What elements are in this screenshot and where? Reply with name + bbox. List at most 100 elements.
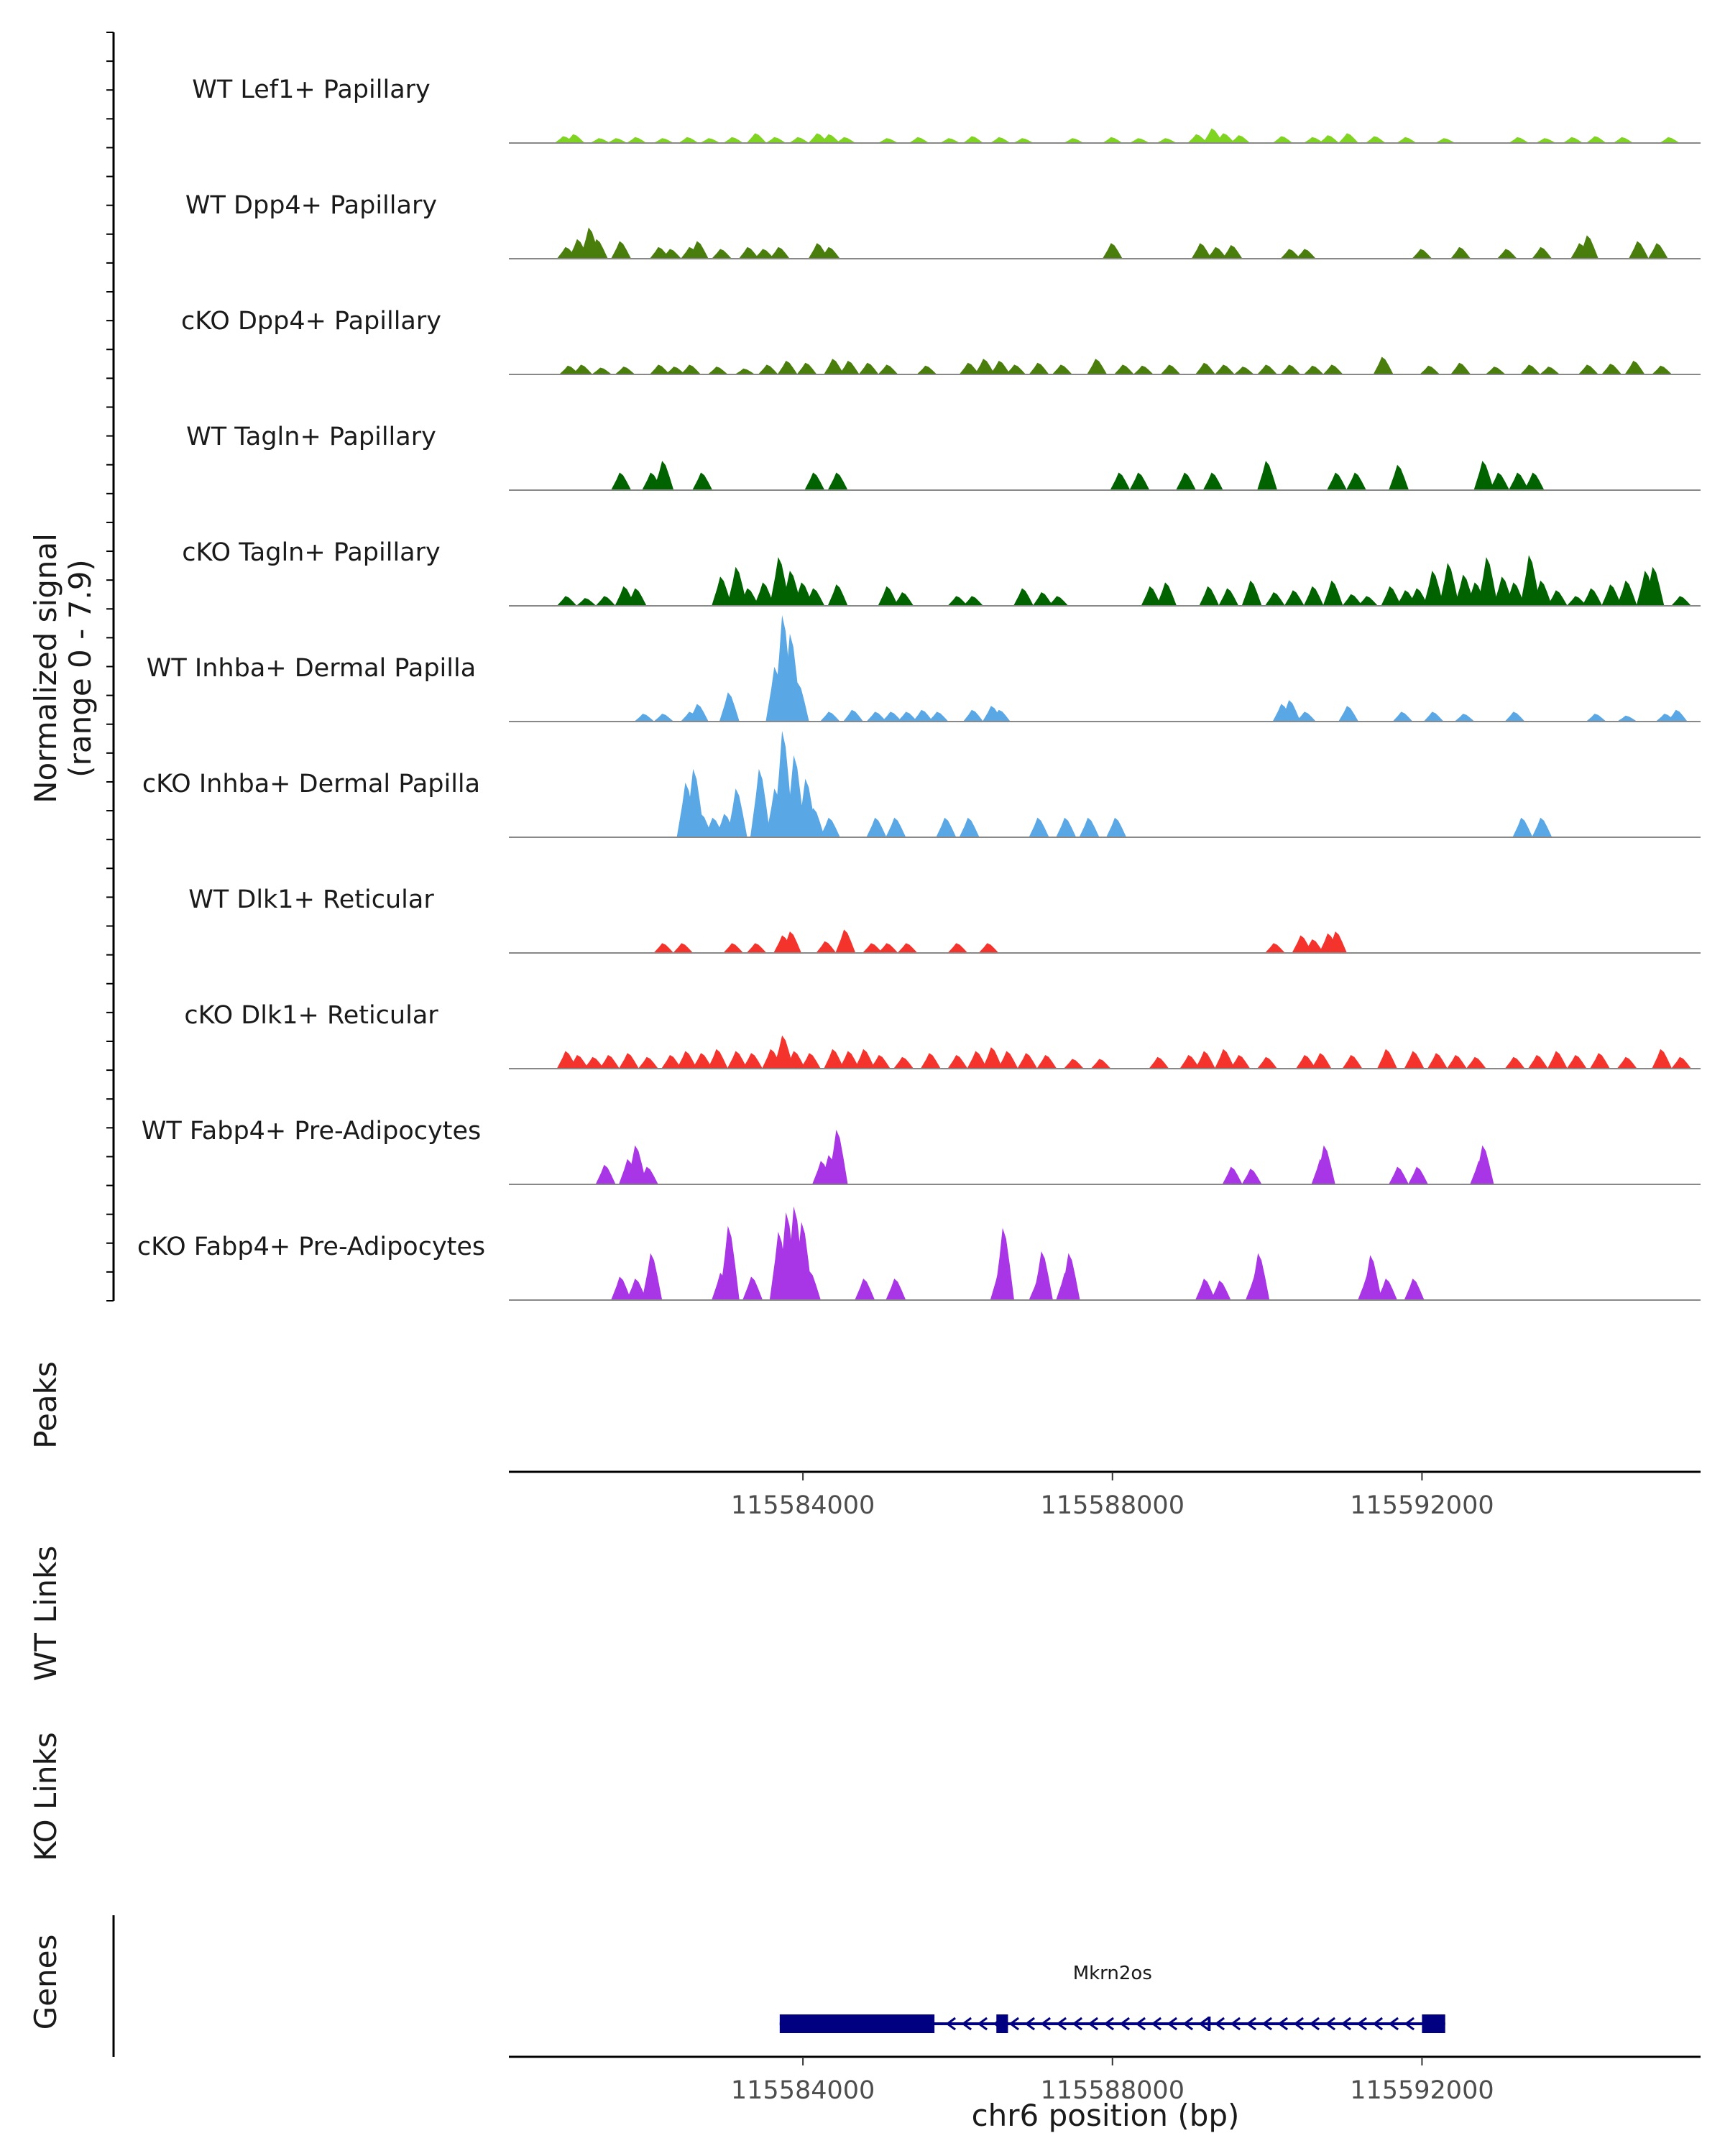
coverage-peak bbox=[975, 359, 995, 374]
coverage-peak bbox=[824, 359, 845, 374]
coverage-peak bbox=[1404, 1279, 1425, 1300]
coverage-peak bbox=[800, 1053, 821, 1069]
coverage-peak bbox=[1191, 243, 1212, 259]
coverage-peak bbox=[878, 364, 898, 374]
coverage-peak bbox=[1504, 582, 1525, 606]
coverage-peak bbox=[673, 943, 694, 953]
coverage-peak bbox=[804, 588, 825, 606]
coverage-peak bbox=[963, 136, 983, 143]
coverage-peak bbox=[559, 365, 579, 374]
track-label: WT Tagln+ Papillary bbox=[186, 423, 436, 451]
coverage-peak bbox=[781, 931, 801, 953]
gene-exon bbox=[996, 2014, 1008, 2033]
signal-y-axis bbox=[106, 32, 115, 1302]
coverage-peak bbox=[611, 1276, 632, 1300]
track-wt-tagln-papillary: WT Tagln+ Papillary bbox=[186, 423, 1701, 491]
y-axis-range-label: (range 0 - 7.9) bbox=[63, 559, 98, 778]
coverage-peak bbox=[886, 817, 906, 837]
coverage-peak bbox=[1141, 586, 1162, 606]
strand-arrow bbox=[977, 2017, 988, 2031]
coverage-peak bbox=[959, 362, 980, 374]
coverage-peak bbox=[1342, 1055, 1363, 1069]
coverage-peak bbox=[1129, 138, 1150, 143]
coverage-peak bbox=[908, 137, 929, 143]
coverage-peak bbox=[712, 249, 732, 259]
coverage-peak bbox=[1187, 134, 1208, 143]
coverage-peak bbox=[638, 1166, 658, 1184]
coverage-peak bbox=[1532, 817, 1552, 837]
x-tick-label: 115584000 bbox=[731, 2076, 875, 2105]
track-label: cKO Inhba+ Dermal Papilla bbox=[142, 770, 480, 798]
coverage-peak bbox=[1389, 464, 1409, 490]
track-wt-dpp4-papillary: WT Dpp4+ Papillary bbox=[185, 191, 1701, 259]
coverage-peak bbox=[599, 1055, 620, 1069]
coverage-peak bbox=[1446, 1055, 1467, 1069]
track-wt-lef1-papillary: WT Lef1+ Papillary bbox=[192, 75, 1701, 144]
strand-arrow bbox=[1214, 2017, 1225, 2031]
x-tick-label: 115588000 bbox=[1041, 2076, 1184, 2105]
coverage-peak bbox=[1032, 592, 1053, 606]
coverage-peak bbox=[735, 368, 755, 374]
coverage-peak bbox=[1230, 135, 1251, 143]
coverage-peak bbox=[1582, 588, 1603, 606]
coverage-peak bbox=[1195, 1279, 1215, 1300]
coverage-peak bbox=[1113, 364, 1134, 374]
coverage-peak bbox=[1563, 137, 1583, 143]
coverage-peak bbox=[688, 241, 709, 259]
strand-arrow bbox=[1135, 2017, 1146, 2031]
coverage-peak bbox=[750, 768, 770, 837]
coverage-peak bbox=[913, 709, 933, 722]
coverage-peak bbox=[738, 247, 759, 259]
coverage-peak bbox=[1059, 1253, 1080, 1300]
coverage-peak bbox=[939, 138, 960, 143]
coverage-peak bbox=[1199, 586, 1220, 606]
panel-label-ko-links: KO Links bbox=[28, 1732, 63, 1861]
strand-arrow bbox=[1072, 2017, 1082, 2031]
coverage-peak bbox=[638, 1056, 658, 1069]
coverage-peak bbox=[1652, 365, 1673, 374]
coverage-peak bbox=[893, 592, 914, 606]
coverage-peak bbox=[1133, 365, 1154, 374]
coverage-peak bbox=[692, 1053, 713, 1069]
coverage-peak bbox=[878, 586, 898, 606]
strand-arrow bbox=[1246, 2017, 1256, 2031]
coverage-peak bbox=[866, 817, 887, 837]
strand-arrow bbox=[1182, 2017, 1193, 2031]
coverage-peak bbox=[592, 367, 612, 374]
coverage-peak bbox=[626, 1279, 647, 1300]
coverage-peak bbox=[1373, 356, 1394, 374]
coverage-peak bbox=[719, 692, 740, 722]
coverage-peak bbox=[1435, 138, 1455, 143]
coverage-peak bbox=[1412, 249, 1432, 259]
coverage-peak bbox=[1029, 817, 1049, 837]
strand-arrow bbox=[1372, 2017, 1383, 2031]
strand-arrow bbox=[1167, 2017, 1177, 2031]
coverage-peak bbox=[947, 943, 968, 953]
coverage-peak bbox=[1322, 580, 1343, 606]
panel-label-genes: Genes bbox=[28, 1935, 63, 2030]
coverage-peak bbox=[1218, 588, 1239, 606]
x-tick-label: 115584000 bbox=[731, 1491, 875, 1520]
coverage-peak bbox=[819, 134, 840, 143]
coverage-peak bbox=[1377, 1279, 1397, 1300]
coverage-peak bbox=[1315, 1145, 1335, 1184]
coverage-peak bbox=[1319, 135, 1340, 143]
coverage-peak bbox=[1423, 571, 1444, 606]
coverage-peak bbox=[1520, 364, 1541, 374]
coverage-peak bbox=[777, 361, 798, 374]
coverage-peak bbox=[1006, 364, 1026, 374]
coverage-peak bbox=[626, 1145, 647, 1184]
coverage-peak bbox=[1214, 1049, 1235, 1069]
coverage-peak bbox=[742, 1053, 763, 1069]
coverage-peak bbox=[1504, 711, 1525, 722]
coverage-peak bbox=[819, 817, 840, 837]
coverage-peak bbox=[1586, 136, 1606, 143]
coverage-peak bbox=[1272, 136, 1293, 143]
strand-arrow bbox=[1293, 2017, 1304, 2031]
coverage-peak bbox=[1280, 249, 1301, 259]
coverage-peak bbox=[1601, 364, 1622, 374]
track-label: WT Lef1+ Papillary bbox=[192, 75, 431, 104]
x-axis-genes: 115584000 115588000 115592000 bbox=[509, 2055, 1701, 2105]
coverage-peak bbox=[1466, 1056, 1486, 1069]
